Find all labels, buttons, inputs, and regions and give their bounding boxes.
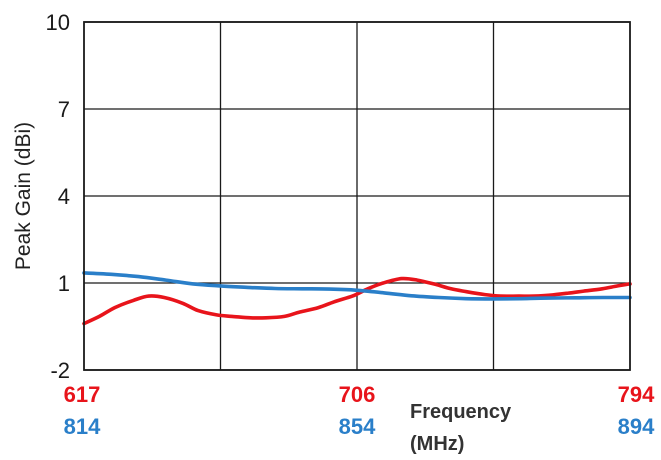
series-lines	[82, 271, 632, 326]
plot-frame	[83, 21, 631, 371]
x-tick-label: 794	[618, 382, 655, 407]
y-tick-label: -2	[50, 358, 70, 383]
y-tick-label: 7	[58, 97, 70, 122]
y-tick-label: 4	[58, 184, 70, 209]
y-axis-title: Peak Gain (dBi)	[12, 122, 35, 270]
x-tick-label: 617	[64, 382, 101, 407]
y-tick-labels: 10 7 4 1 -2	[46, 10, 70, 383]
x-axis-title: Frequency	[410, 401, 512, 423]
x-tick-labels: 617 706 794 814 854 894	[64, 382, 655, 439]
y-tick-label: 1	[58, 271, 70, 296]
x-tick-label: 854	[339, 414, 376, 439]
x-axis-title-unit: (MHz)	[410, 433, 464, 455]
y-tick-label: 10	[46, 10, 70, 35]
x-tick-label: 706	[339, 382, 376, 407]
grid	[84, 21, 630, 371]
series-line-blue	[82, 271, 632, 301]
series-line-red	[82, 276, 632, 326]
x-tick-label: 814	[64, 414, 101, 439]
x-tick-label: 894	[618, 414, 655, 439]
